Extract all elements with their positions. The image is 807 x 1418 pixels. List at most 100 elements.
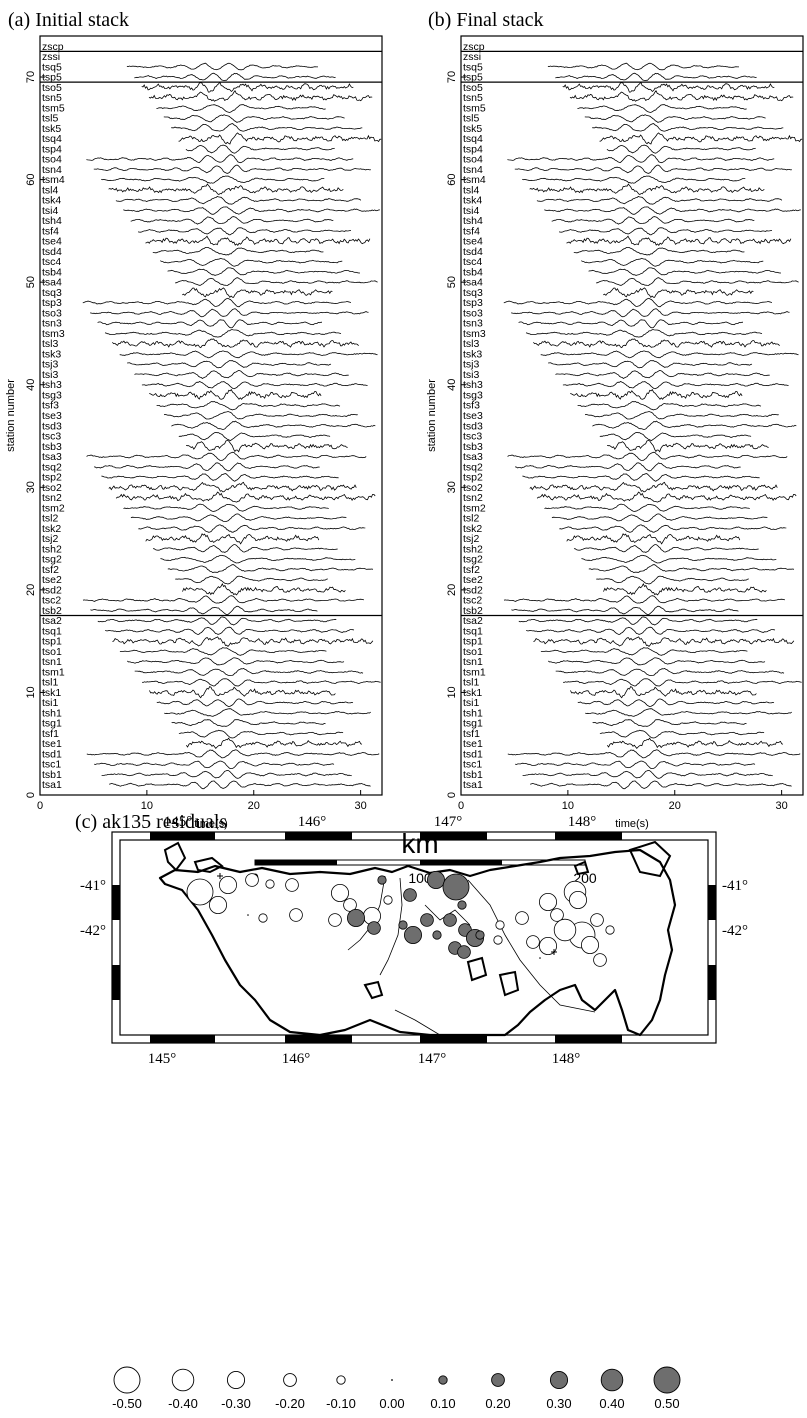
seismogram-trace [529,481,778,493]
map-border-segment [708,965,716,1000]
station-label: tsj3 [42,359,59,371]
station-label: tsc3 [463,431,482,443]
x-tick-label: 30 [776,800,788,812]
residual-circle [569,891,588,910]
station-label: tsb2 [42,605,62,617]
x-tick-label: 0 [458,800,464,812]
longitude-label-bottom: 147° [418,1051,447,1067]
seismogram-trace [156,400,341,411]
seismogram-trace [551,513,768,523]
legend-circle [438,1375,448,1385]
seismogram-trace [90,308,369,318]
residual-circle [208,896,227,915]
seismogram-trace [156,104,326,113]
station-label: tsf3 [463,400,480,412]
station-label: tsd3 [463,420,483,432]
station-label: tsp2 [463,472,483,484]
residual-circle [377,875,387,885]
legend-circle [600,1368,624,1392]
map-border-segment [285,1035,352,1043]
station-label: tsh4 [463,215,483,227]
station-label: tsi4 [463,205,480,217]
station-label: tsh1 [463,707,483,719]
seismogram-trace [164,708,371,717]
station-label: zssi [42,51,60,63]
seismogram-trace [145,235,371,246]
y-tick-label: 10 [446,686,458,698]
seismogram-trace [570,388,743,400]
seismogram-trace [119,350,378,359]
y-tick-label: 40 [446,379,458,391]
residual-circle [383,895,393,905]
station-label: tsf4 [463,225,480,237]
seismogram-trace [511,308,790,318]
residual-circle [457,945,471,959]
legend-circle [336,1375,346,1385]
station-label: tsp3 [463,297,483,309]
station-label: tsf2 [463,564,480,576]
y-tick-label: 40 [25,379,37,391]
x-tick-label: 10 [141,800,153,812]
seismogram-trace [127,360,332,369]
seismogram-trace [507,749,801,759]
map-border-segment [150,1035,215,1043]
seismogram-trace [544,206,801,215]
seismogram-trace [603,287,754,299]
panel-c-map: 145° 145° 146° 146° 147° 147° 148° 148° -41° -41°… [80,814,748,1067]
station-label: tsa3 [42,451,62,463]
seismogram-trace [533,636,795,647]
station-label: tsk2 [42,523,61,535]
legend-circle [226,1370,246,1390]
panel-a-seismograms: 0 10 20 30 0 10 20 30 40 50 60 70 time(s) station num… [5,35,383,830]
seismogram-trace [562,81,775,93]
seismogram-trace [160,554,356,564]
seismogram-trace [93,164,371,174]
seismogram-trace [101,175,325,184]
station-label: tso5 [463,82,483,94]
map-outer-frame [111,831,717,1044]
residual-circle [285,878,299,892]
seismogram-trace [533,338,780,349]
longitude-label-top: 148° [568,814,597,830]
island [466,956,488,982]
seismogram-trace [182,287,333,299]
x-tick-label: 30 [355,800,367,812]
station-label: tso1 [463,646,483,658]
map-border-segment [420,832,487,840]
legend-label: -0.50 [112,1396,142,1411]
station-label: tsh2 [42,543,62,555]
station-label: tsk5 [42,123,61,135]
seismogram-trace [529,780,792,790]
seismogram-trace [548,657,766,666]
seismogram-trace [101,473,339,482]
station-label: tsg1 [463,718,483,730]
station-label: tsb3 [42,441,62,453]
seismogram-trace [134,72,336,82]
seismogram-trace [127,657,345,666]
station-label: tsb4 [42,266,62,278]
seismogram-trace [108,780,371,790]
coastline [158,848,677,1037]
seismogram-trace [86,749,380,759]
seismogram-trace [595,277,799,286]
legend-label: 0.30 [546,1396,571,1411]
seismogram-trace [101,769,352,779]
seismogram-trace [529,183,765,195]
residual-circle [457,900,467,910]
longitude-label-bottom: 145° [148,1051,177,1067]
seismogram-trace [130,513,347,523]
residual-circle [550,908,564,922]
seismogram-trace [123,206,380,215]
residual-circle [605,925,615,935]
station-label: tsn1 [463,656,483,668]
y-tick-label: 60 [25,173,37,185]
legend-label: 0.50 [654,1396,679,1411]
station-label: tsc4 [42,256,61,268]
seismogram-trace [592,420,797,430]
seismogram-trace [514,164,792,174]
seismogram-trace [599,729,765,739]
station-label: tsn2 [42,492,62,504]
legend-label: -0.30 [221,1396,251,1411]
x-axis-label: time(s) [194,818,228,830]
seismogram-trace [156,698,354,708]
